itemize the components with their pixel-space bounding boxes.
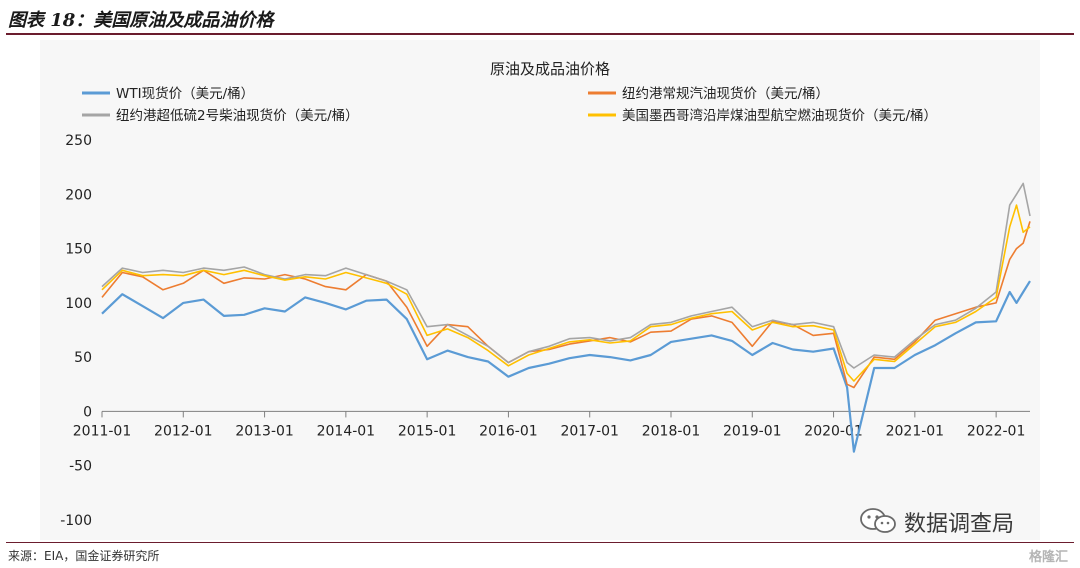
wechat-icon xyxy=(860,508,896,533)
x-tick-label: 2017-01 xyxy=(560,423,619,439)
x-axis: 2011-01 2012-01 2013-01 2014-01 2015-01 2016-… xyxy=(73,410,1030,439)
watermark-text: 数据调查局 xyxy=(904,512,1015,537)
y-tick-label: 200 xyxy=(65,187,92,203)
figure-header: 图表 18：美国原油及成品油价格 xyxy=(0,0,1080,40)
x-tick-label: 2012-01 xyxy=(154,423,213,439)
y-axis: 250 200 150 100 50 0 -50 -100 xyxy=(60,133,92,529)
legend-label: 纽约港超低硫2号柴油现货价（美元/桶） xyxy=(116,107,359,124)
figure-footer: 来源：EIA，国金证券研究所 格隆汇 xyxy=(0,540,1080,568)
legend-label: 美国墨西哥湾沿岸煤油型航空燃油现货价（美元/桶） xyxy=(622,107,937,124)
y-tick-label: 250 xyxy=(65,133,92,149)
chart-panel: 原油及成品油价格 WTI现货价（美元/桶） 纽约港常规汽油现货价（美元/桶） 纽约港… xyxy=(40,40,1040,540)
legend-label: WTI现货价（美元/桶） xyxy=(116,85,254,102)
chart-title: 原油及成品油价格 xyxy=(490,60,610,78)
y-tick-label: 50 xyxy=(74,350,92,366)
x-tick-label: 2018-01 xyxy=(642,423,701,439)
header-rule xyxy=(6,33,1074,35)
x-tick-label: 2014-01 xyxy=(317,423,376,439)
x-tick-label: 2013-01 xyxy=(235,423,294,439)
y-tick-label: 0 xyxy=(83,404,92,420)
x-tick-label: 2015-01 xyxy=(398,423,457,439)
y-tick-label: 100 xyxy=(65,296,92,312)
figure-title: 图表 18：美国原油及成品油价格 xyxy=(8,10,274,31)
footer-rule xyxy=(6,542,1074,543)
series-line-1 xyxy=(101,221,1031,389)
series-line-0 xyxy=(101,280,1031,453)
series-lines xyxy=(101,182,1031,453)
series-line-2 xyxy=(101,182,1031,369)
chart-legend: WTI现货价（美元/桶） 纽约港常规汽油现货价（美元/桶） 纽约港超低硫2号柴油现货… xyxy=(82,85,937,124)
x-tick-label: 2019-01 xyxy=(723,423,782,439)
series-line-3 xyxy=(101,204,1031,382)
y-tick-label: 150 xyxy=(65,242,92,258)
chart: 原油及成品油价格 WTI现货价（美元/桶） 纽约港常规汽油现货价（美元/桶） 纽约港… xyxy=(60,60,1031,529)
x-tick-label: 2016-01 xyxy=(479,423,538,439)
x-tick-label: 2022-01 xyxy=(967,423,1025,439)
legend-label: 纽约港常规汽油现货价（美元/桶） xyxy=(622,85,829,102)
x-tick-label: 2021-01 xyxy=(886,423,945,439)
y-tick-label: -50 xyxy=(69,459,92,475)
brand-mark: 格隆汇 xyxy=(1028,550,1068,565)
y-tick-label: -100 xyxy=(60,513,92,529)
source-note: 来源：EIA，国金证券研究所 xyxy=(8,549,160,563)
x-tick-label: 2011-01 xyxy=(73,423,132,439)
x-tick-label: 2020-01 xyxy=(804,423,863,439)
